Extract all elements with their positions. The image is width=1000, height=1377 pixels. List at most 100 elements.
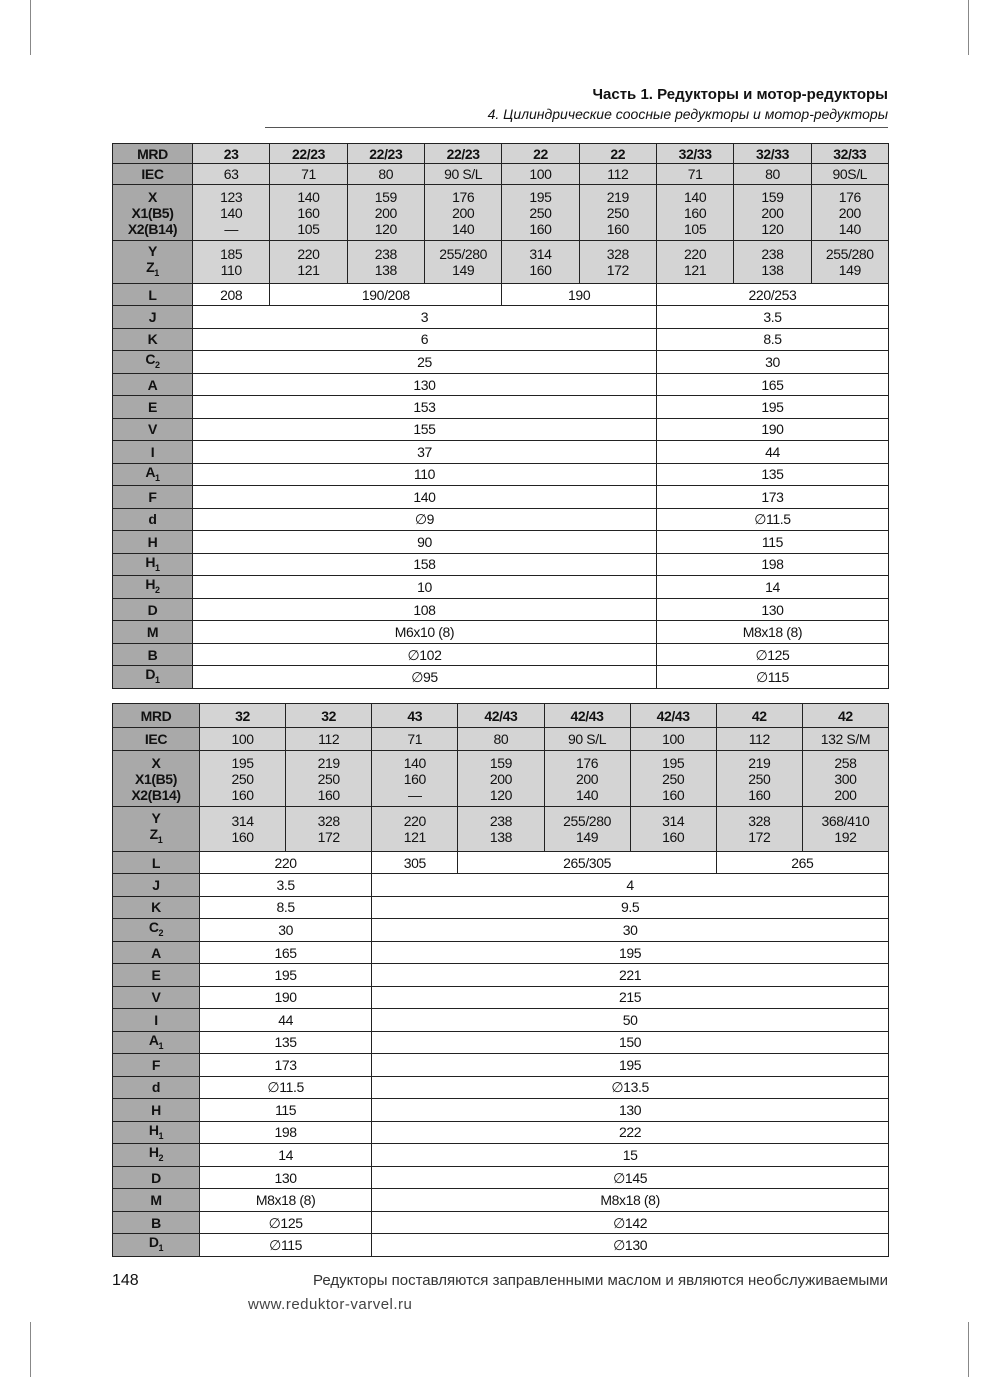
- header-cell: 112: [715, 727, 803, 751]
- table-cell: 265: [715, 850, 890, 875]
- header-cell: 100: [198, 727, 287, 751]
- table-cell: M8x18 (8): [198, 1188, 373, 1212]
- table-cell: 195: [655, 395, 889, 419]
- header-cell: 159 200 120: [346, 184, 425, 241]
- row-label: K: [112, 895, 200, 920]
- header-cell: 112: [285, 727, 373, 751]
- header-cell: 22: [578, 143, 657, 164]
- table-cell: 15: [371, 1143, 889, 1168]
- row-label: V: [112, 417, 193, 442]
- row-label: X X1(B5) X2(B14): [112, 750, 200, 807]
- row-label: X X1(B5) X2(B14): [112, 184, 193, 241]
- table-row: E 153 195: [112, 395, 889, 419]
- header-cell: 22/23: [269, 143, 348, 164]
- row-label: I: [112, 1008, 200, 1032]
- header-cell: 238 138: [346, 240, 425, 284]
- subscript: 1: [154, 267, 159, 278]
- header-cell: 220 121: [269, 240, 348, 284]
- header-cell: 32/33: [810, 143, 889, 164]
- table-row: M M6x10 (8) M8x18 (8): [112, 620, 889, 644]
- header-cell: 140 160 105: [655, 184, 735, 241]
- dimensions-table-2: MRD 32 32 43 42/43 42/43 42/43 42 42 IEC 100 112 71 8…: [112, 703, 890, 1258]
- header-cell: 90 S/L: [423, 163, 503, 185]
- crop-mark: [968, 1322, 969, 1377]
- row-label: F: [112, 1053, 200, 1077]
- header-cell: 255/280 149: [543, 806, 631, 852]
- table-cell: 30: [655, 350, 889, 374]
- subscript: 2: [158, 1153, 164, 1164]
- header-cell: 220 121: [655, 240, 735, 284]
- section-title: 4. Цилиндрические соосные редукторы и мо…: [487, 106, 888, 122]
- table-cell: ∅145: [371, 1166, 889, 1190]
- table-row: B ∅125 ∅142: [112, 1210, 889, 1235]
- table-cell: 221: [371, 963, 889, 987]
- header-cell: 176 200 140: [423, 184, 503, 241]
- table-cell: 30: [198, 918, 373, 942]
- row-label: Y Z1: [112, 240, 193, 284]
- table-cell: 165: [198, 940, 373, 965]
- header-row: MRD 32 32 43 42/43 42/43 42/43 42 42: [112, 703, 890, 728]
- footer-url[interactable]: www.reduktor-varvel.ru: [248, 1296, 413, 1313]
- table-cell: 115: [198, 1098, 373, 1122]
- table-row: L 220 305 265/305 265: [112, 850, 890, 875]
- table-cell: 195: [198, 963, 373, 987]
- row-label: M: [112, 620, 193, 644]
- subscript: 1: [158, 1130, 164, 1141]
- table-cell: 130: [655, 598, 889, 622]
- row-label: E: [112, 963, 200, 987]
- table-cell: M8x18 (8): [371, 1188, 889, 1212]
- row-label: H2: [112, 1143, 200, 1168]
- header-row: X X1(B5) X2(B14) 123 140—140 160 105 159 200 120 1…: [112, 184, 889, 241]
- table-row: L 208 190/208 190 220/253: [112, 282, 889, 307]
- subscript: 1: [157, 834, 163, 845]
- table-row: A 165 195: [112, 940, 889, 965]
- header-cell: 140 160 105: [269, 184, 348, 241]
- header-cell: 63: [191, 163, 271, 185]
- table-row: A1 135 150: [112, 1030, 889, 1055]
- table-cell: 220/253: [655, 282, 889, 307]
- header-row: X X1(B5) X2(B14) 195 250 160 219 250 160 140 160—1…: [112, 750, 890, 807]
- table-row: M M8x18 (8) M8x18 (8): [112, 1188, 889, 1212]
- header-cell: 32/33: [655, 143, 735, 164]
- header-cell: 123 140—: [191, 184, 271, 241]
- table-cell: 10: [192, 575, 657, 600]
- header-cell: 32: [285, 703, 373, 728]
- header-cell: 195 250 160: [501, 184, 580, 241]
- table-cell: 14: [198, 1143, 373, 1168]
- subscript: 1: [155, 472, 160, 483]
- header-row: IEC 63 71 80 90 S/L 100 112 71 80 90S/L: [112, 163, 889, 185]
- table-cell: 44: [655, 440, 889, 464]
- table-cell: ∅13.5: [371, 1075, 889, 1100]
- table-cell: 198: [198, 1120, 373, 1145]
- table-cell: M8x18 (8): [655, 620, 889, 644]
- header-cell: 43: [371, 703, 459, 728]
- header-cell: 42/43: [457, 703, 545, 728]
- header-cell: 100: [629, 727, 717, 751]
- table-cell: 158: [192, 552, 657, 577]
- table-row: D1 ∅115 ∅130: [112, 1233, 889, 1258]
- table-row: I 44 50: [112, 1008, 889, 1032]
- row-label: A: [112, 372, 193, 397]
- header-cell: 42: [801, 703, 890, 728]
- table-cell: ∅11.5: [655, 507, 889, 532]
- subscript: 1: [158, 1243, 164, 1254]
- table-cell: 305: [371, 850, 459, 875]
- table-cell: 215: [371, 985, 889, 1010]
- row-label: F: [112, 485, 193, 509]
- row-label: d: [112, 507, 193, 532]
- header-cell: 185 110: [191, 240, 271, 284]
- header-cell: 328 172: [578, 240, 657, 284]
- table-cell: 14: [655, 575, 889, 600]
- table-cell: ∅11.5: [198, 1075, 373, 1100]
- row-label: H1: [112, 552, 193, 577]
- table-cell: ∅9: [192, 507, 657, 532]
- table-cell: 50: [371, 1008, 889, 1032]
- header-cell: 258 300 200: [801, 750, 890, 807]
- table-row: D 130 ∅145: [112, 1166, 889, 1190]
- header-cell: 80: [733, 163, 812, 185]
- table-cell: 30: [371, 918, 889, 942]
- table-cell: M6x10 (8): [192, 620, 657, 644]
- table-cell: 9.5: [371, 895, 889, 920]
- row-label: B: [112, 642, 193, 667]
